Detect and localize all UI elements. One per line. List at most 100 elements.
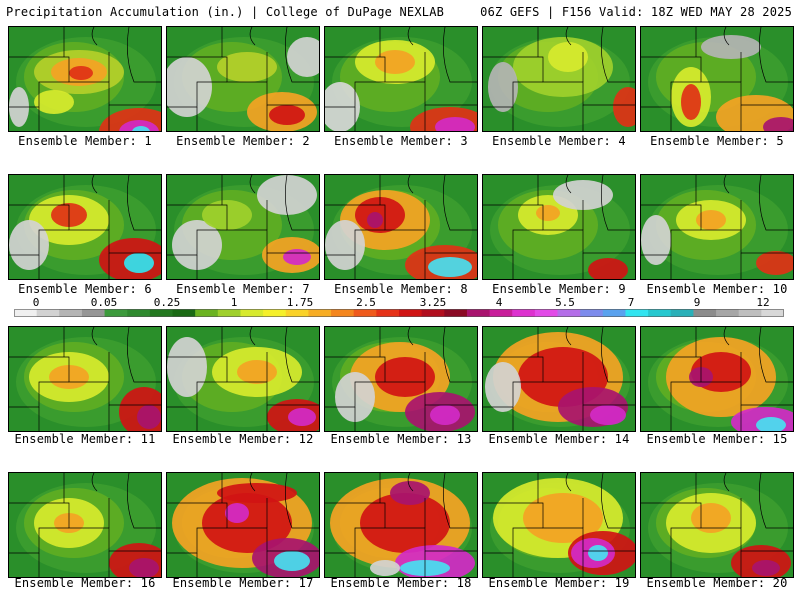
precip-map (167, 327, 319, 431)
ensemble-member-map (482, 326, 636, 432)
precip-map (167, 473, 319, 577)
legend-swatch (444, 309, 468, 317)
ensemble-member-map (482, 26, 636, 132)
legend-swatch (172, 309, 196, 317)
precip-map (483, 473, 635, 577)
legend-label: 0.05 (90, 296, 118, 309)
ensemble-member-map (324, 174, 478, 280)
legend-swatch (217, 309, 241, 317)
run-info: 06Z GEFS | F156 Valid: 18Z WED MAY 28 20… (480, 5, 792, 19)
legend-label: 0.25 (153, 296, 181, 309)
ensemble-member-map (640, 174, 794, 280)
legend-swatch (240, 309, 264, 317)
legend-swatch (104, 309, 128, 317)
legend-colorbar (14, 309, 784, 317)
precip-map (483, 327, 635, 431)
member-caption: Ensemble Member: 2 (176, 134, 310, 148)
legend-label: 4 (495, 296, 503, 309)
legend-swatch (534, 309, 559, 317)
ensemble-member-map (640, 26, 794, 132)
legend-label: 1.75 (286, 296, 314, 309)
ensemble-member-map (640, 326, 794, 432)
ensemble-member-map (482, 472, 636, 578)
legend-swatch (489, 309, 513, 317)
precip-map (483, 27, 635, 131)
precip-map (167, 175, 319, 279)
color-legend: 0 0.05 0.25 1 1.75 2.5 3.25 4 5.5 7 9 12 (0, 296, 800, 318)
legend-swatch (693, 309, 717, 317)
member-caption: Ensemble Member: 4 (492, 134, 626, 148)
legend-swatch (716, 309, 740, 317)
legend-swatch (602, 309, 626, 317)
legend-swatch (353, 309, 377, 317)
legend-swatch (738, 309, 762, 317)
legend-swatch (399, 309, 423, 317)
precip-map (167, 27, 319, 131)
precip-map (9, 175, 161, 279)
legend-swatch (421, 309, 445, 317)
legend-swatch (625, 309, 649, 317)
precip-map (325, 175, 477, 279)
ensemble-member-map (324, 326, 478, 432)
legend-swatch (36, 309, 60, 317)
member-caption: Ensemble Member: 7 (176, 282, 310, 296)
member-caption: Ensemble Member: 17 (172, 576, 314, 590)
legend-label: 7 (627, 296, 635, 309)
ensemble-member-map (8, 26, 162, 132)
ensemble-member-map (166, 26, 320, 132)
legend-swatch (670, 309, 694, 317)
ensemble-member-map (8, 472, 162, 578)
member-caption: Ensemble Member: 18 (330, 576, 472, 590)
ensemble-member-map (8, 174, 162, 280)
legend-label: 2.5 (356, 296, 376, 309)
precip-map (325, 27, 477, 131)
legend-swatch (648, 309, 672, 317)
precip-map (9, 327, 161, 431)
member-caption: Ensemble Member: 19 (488, 576, 630, 590)
legend-label: 5.5 (555, 296, 575, 309)
member-caption: Ensemble Member: 11 (14, 432, 156, 446)
member-caption: Ensemble Member: 14 (488, 432, 630, 446)
legend-swatch (127, 309, 151, 317)
member-caption: Ensemble Member: 15 (646, 432, 788, 446)
legend-swatch (308, 309, 332, 317)
member-caption: Ensemble Member: 3 (334, 134, 468, 148)
member-caption: Ensemble Member: 5 (650, 134, 784, 148)
legend-swatch (466, 309, 491, 317)
ensemble-member-map (640, 472, 794, 578)
legend-label: 1 (230, 296, 238, 309)
ensemble-member-map (482, 174, 636, 280)
member-caption: Ensemble Member: 6 (18, 282, 152, 296)
legend-swatch (512, 309, 536, 317)
precip-map (641, 327, 793, 431)
precip-map (325, 327, 477, 431)
member-caption: Ensemble Member: 20 (646, 576, 788, 590)
member-caption: Ensemble Member: 13 (330, 432, 472, 446)
ensemble-member-map (8, 326, 162, 432)
legend-swatch (81, 309, 106, 317)
legend-swatch (376, 309, 400, 317)
precip-map (641, 27, 793, 131)
member-caption: Ensemble Member: 16 (14, 576, 156, 590)
legend-swatch (761, 309, 784, 317)
legend-swatch (59, 309, 83, 317)
ensemble-member-map (324, 26, 478, 132)
header-title: Precipitation Accumulation (in.) | Colle… (6, 5, 445, 19)
legend-swatch (331, 309, 355, 317)
precip-map (325, 473, 477, 577)
legend-label: 0 (32, 296, 40, 309)
legend-label: 3.25 (419, 296, 447, 309)
legend-swatch (580, 309, 604, 317)
legend-swatch (14, 309, 38, 317)
member-caption: Ensemble Member: 10 (646, 282, 788, 296)
legend-swatch (149, 309, 174, 317)
precip-map (9, 27, 161, 131)
precip-map (641, 473, 793, 577)
precip-map (483, 175, 635, 279)
legend-swatch (285, 309, 309, 317)
member-caption: Ensemble Member: 9 (492, 282, 626, 296)
member-caption: Ensemble Member: 12 (172, 432, 314, 446)
member-caption: Ensemble Member: 8 (334, 282, 468, 296)
legend-label: 12 (756, 296, 770, 309)
ensemble-member-map (324, 472, 478, 578)
